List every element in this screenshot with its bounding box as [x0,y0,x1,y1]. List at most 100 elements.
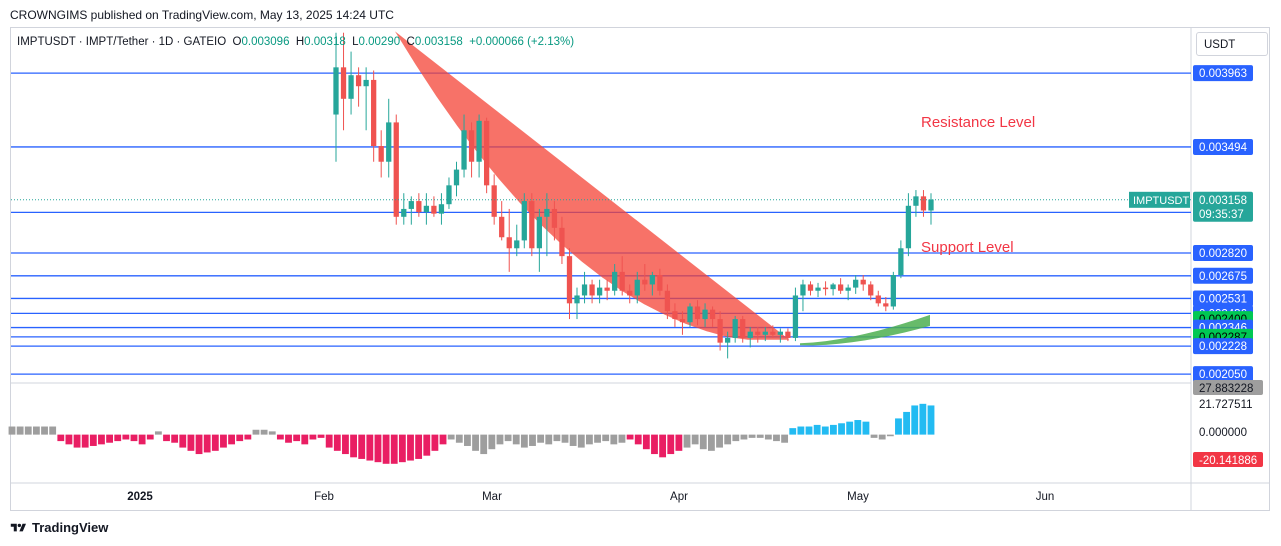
candle-body [612,271,618,291]
histogram-bar [49,426,57,435]
candle [747,326,753,348]
candle [755,326,761,343]
candle-body [830,284,836,290]
histogram-bar [642,434,650,450]
candle [649,271,655,296]
close-label: C [406,36,415,48]
histogram-bar [130,434,138,442]
histogram-bar [553,434,561,442]
histogram-bar [309,434,317,440]
histogram-bar [862,421,870,435]
candle-body [868,284,874,296]
histogram-bar [821,426,829,435]
candle-body [702,309,708,320]
histogram-bar [488,434,496,450]
histogram-bar [773,434,780,442]
low-label: L [352,36,359,48]
candle [566,248,573,320]
x-axis-tick: Apr [670,491,688,503]
candle [890,271,896,310]
histogram-bar [73,434,81,448]
price-label-bg [1193,366,1253,383]
candle [483,117,490,194]
candle-body [853,279,859,288]
histogram-bar [366,434,374,461]
price-label: 0.002228 [1199,341,1247,353]
histogram-bar [252,429,260,435]
histogram-bar [228,434,235,445]
open-label: O [232,36,242,48]
candle [453,161,460,197]
chart-frame [10,27,1270,511]
histogram-bar [602,434,610,442]
candle-body [544,208,550,217]
candle-body [649,275,655,285]
oscillator-label: 21.727511 [1199,399,1253,411]
histogram-bar [537,434,545,443]
histogram-bar [342,434,349,455]
candle-body [913,196,919,206]
histogram-bar [732,434,740,442]
tradingview-footer[interactable]: TradingView [10,520,108,535]
candle-body [679,319,686,323]
candle-body [438,204,445,214]
candle-body [627,290,633,296]
candle [709,306,716,327]
candle-body [416,201,422,213]
candle [807,281,814,296]
histogram-bar [569,434,577,446]
candle [687,303,693,327]
candle [853,275,859,294]
histogram-bar [667,434,675,455]
histogram-bar [586,434,593,445]
histogram-bar [171,434,179,443]
candle-body [453,169,460,186]
histogram-bar [561,434,569,443]
histogram-bar [805,426,813,435]
candle [770,325,776,338]
histogram-bar [838,423,845,435]
histogram-bar [195,434,203,455]
high-value: 0.00318 [304,36,346,48]
change-value: +0.000066 (+2.13%) [469,36,575,48]
candle-body [371,79,377,146]
candle-body [340,67,347,99]
candle-body [883,303,889,307]
price-label: 0.002820 [1199,248,1247,260]
candle [785,328,791,342]
candle [378,130,384,178]
candle-body [483,120,490,186]
candle [468,122,475,178]
candle [898,240,904,279]
candle [627,284,633,304]
histogram-bar [350,434,357,458]
close-value: 0.003158 [414,36,463,48]
price-label-bg [1193,267,1253,284]
histogram-bar [89,434,97,446]
candle-body [928,199,934,211]
candle-body [800,284,806,296]
histogram-bar [870,434,878,438]
candle-body [408,201,414,209]
x-axis-tick: Feb [314,491,334,503]
candle-body [792,295,799,338]
symbol-legend[interactable]: IMPTUSDT · IMPT/Tether · 1D · GATEIO O0.… [17,36,574,48]
candle [506,208,512,272]
symbol-tag: IMPTUSDT [1133,195,1190,207]
candle [762,326,768,342]
price-label: 0.002531 [1199,293,1247,305]
candle-body [642,279,648,285]
candle [777,328,784,343]
histogram-bar [179,434,187,448]
candle [672,303,678,327]
histogram-bar [724,434,732,445]
candle [393,114,399,225]
histogram-bar [895,418,902,435]
candle-body [514,240,520,249]
candle-body [837,284,844,291]
currency-selector[interactable]: USDT [1196,32,1268,56]
countdown-label: 09:35:37 [1199,209,1244,221]
histogram-bar [919,403,927,435]
candle-body [476,120,482,162]
